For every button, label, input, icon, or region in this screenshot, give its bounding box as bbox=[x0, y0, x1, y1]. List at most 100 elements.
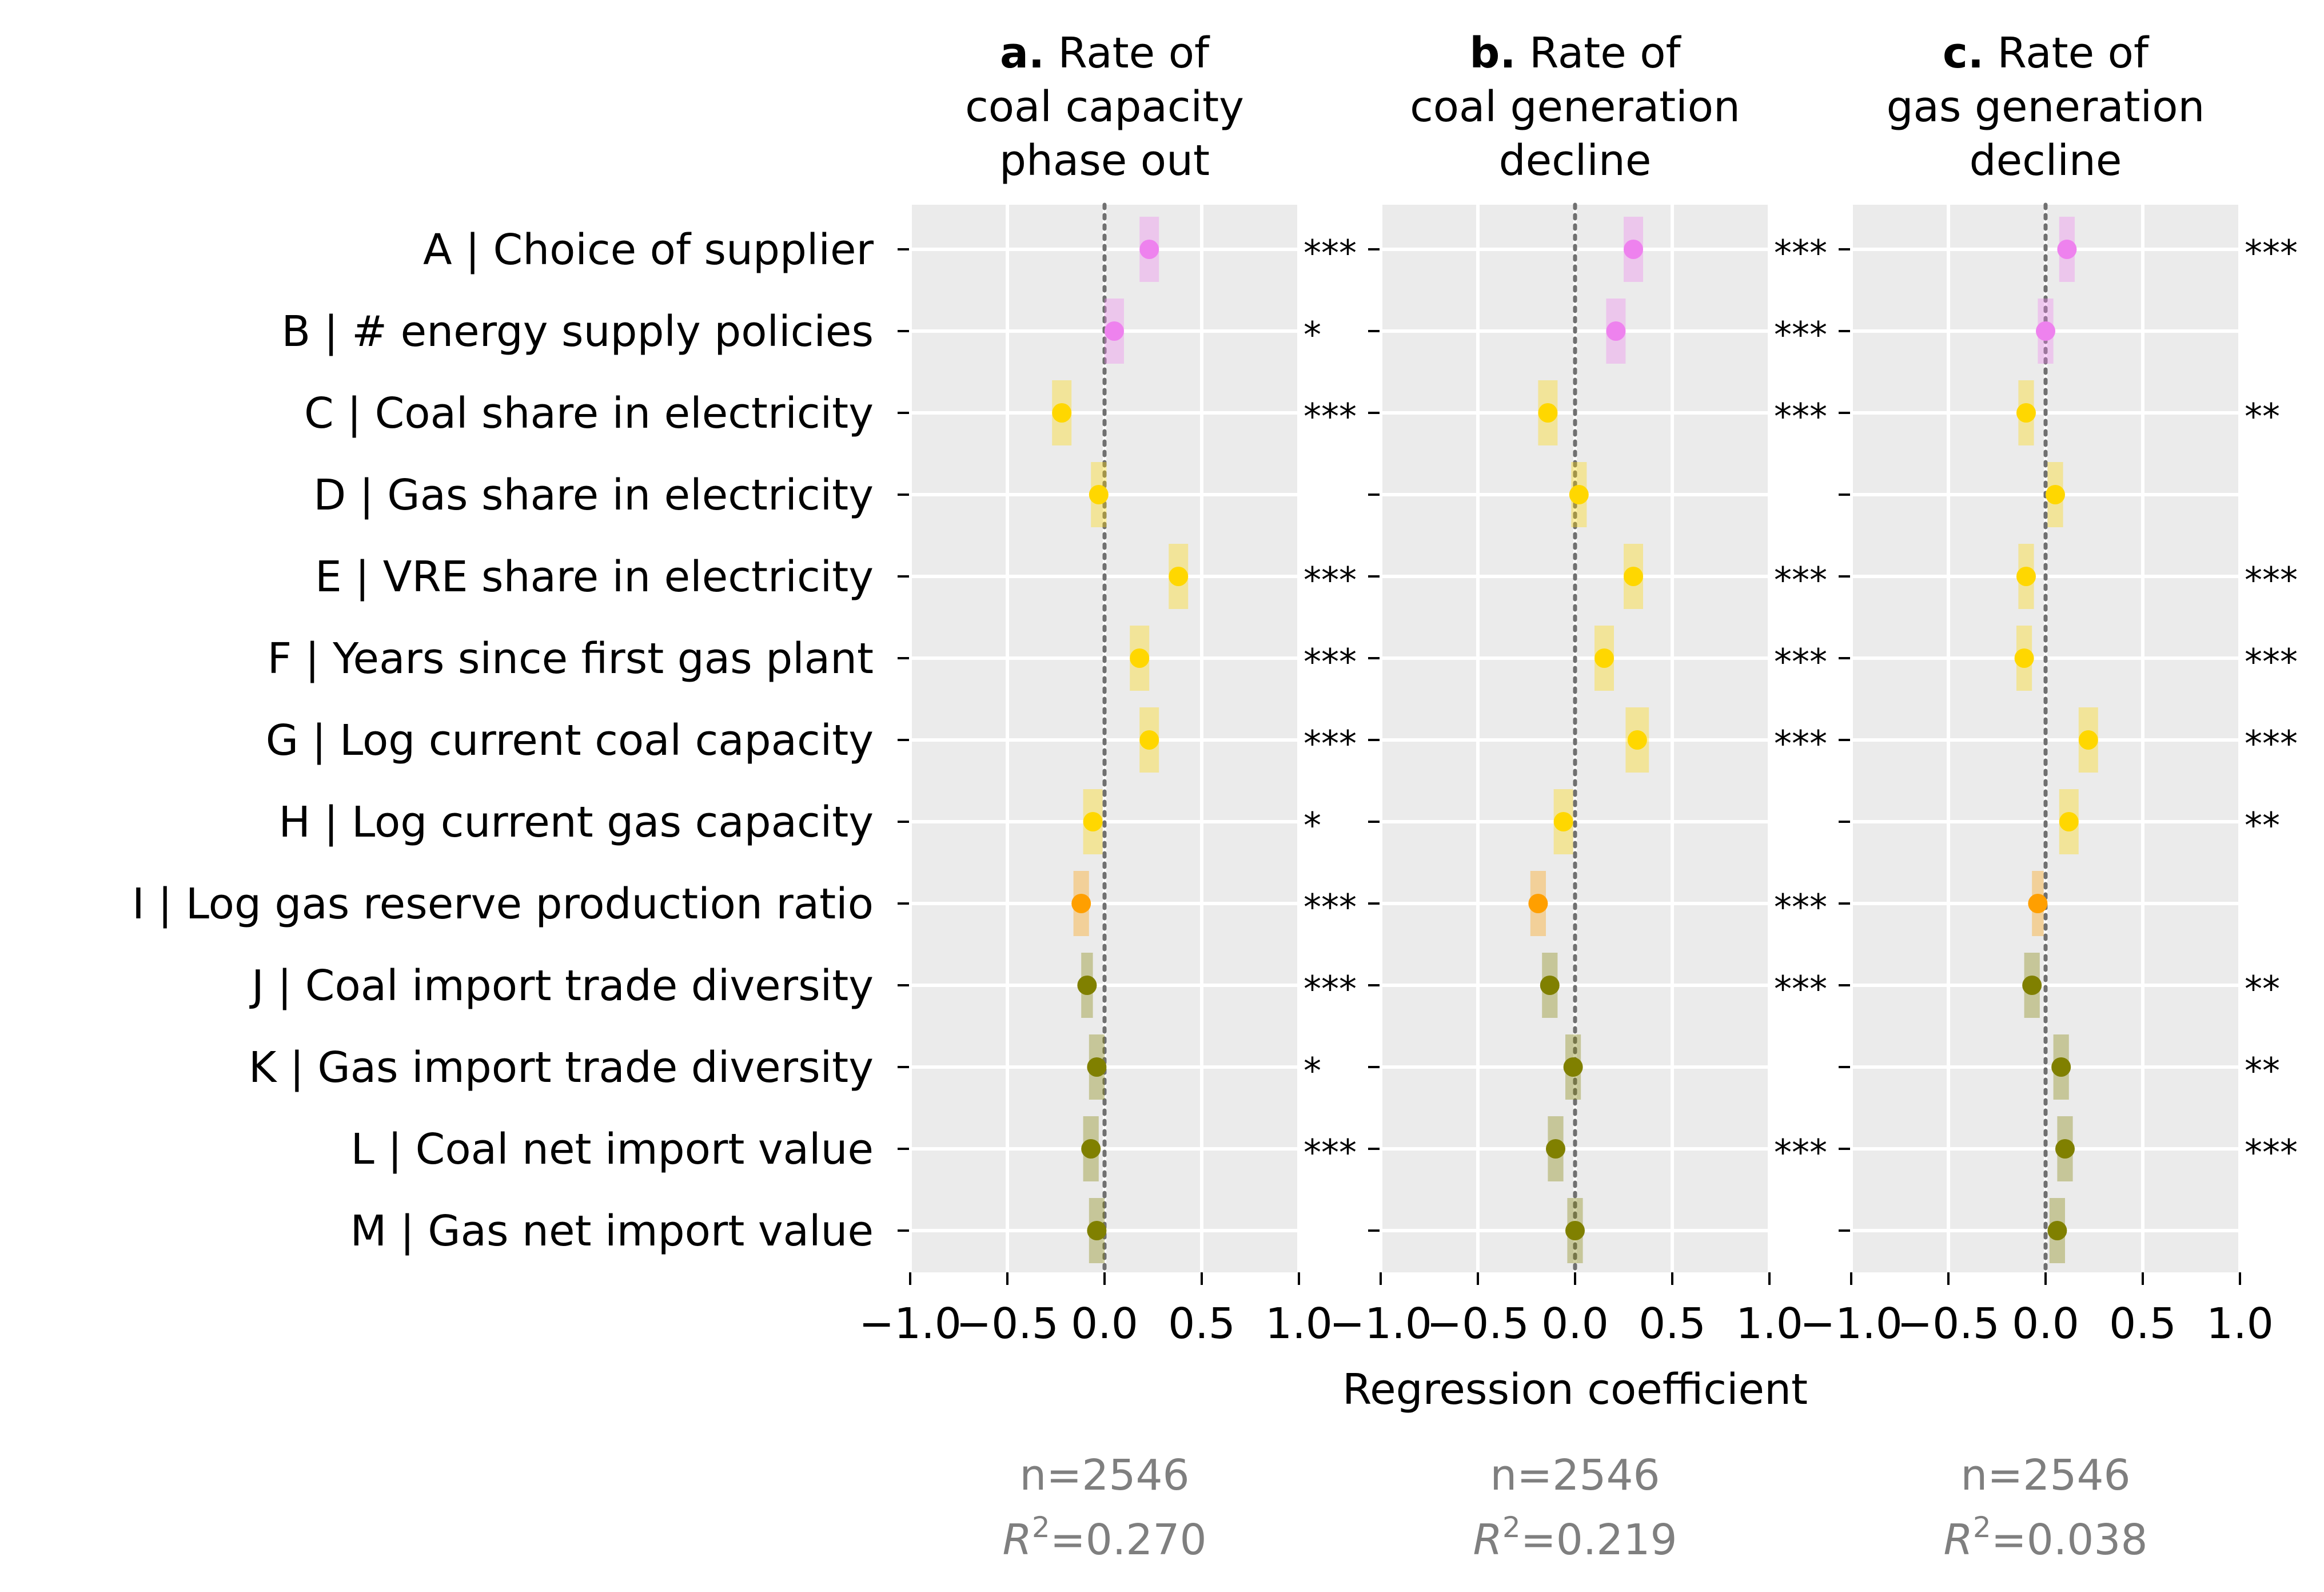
coef-point-4 bbox=[1624, 567, 1643, 586]
variable-label-m: M | Gas net import value bbox=[350, 1207, 874, 1256]
significance-6: *** bbox=[1303, 723, 1357, 765]
significance-6: *** bbox=[1774, 723, 1827, 765]
significance-8: *** bbox=[1774, 886, 1827, 928]
variable-label-a: A | Choice of supplier bbox=[423, 225, 874, 274]
coef-point-10 bbox=[1563, 1057, 1583, 1077]
coef-point-0 bbox=[2057, 240, 2077, 259]
x-axis-label: Regression coefficient bbox=[1342, 1365, 1808, 1414]
coef-point-4 bbox=[1169, 567, 1189, 586]
variable-label-e: E | VRE share in electricity bbox=[315, 552, 874, 602]
panel-n: n=2546 bbox=[1490, 1451, 1660, 1500]
x-tick-label-2: 0.0 bbox=[1071, 1299, 1138, 1348]
significance-8: *** bbox=[1303, 886, 1357, 928]
coef-point-8 bbox=[1071, 894, 1091, 913]
panel-n: n=2546 bbox=[1960, 1451, 2130, 1500]
x-tick-label-4: 1.0 bbox=[2206, 1299, 2274, 1348]
coef-point-5 bbox=[1130, 648, 1150, 668]
significance-10: * bbox=[1303, 1050, 1321, 1092]
coef-point-4 bbox=[2016, 567, 2036, 586]
panel-title: c. Rate of bbox=[1943, 29, 2150, 78]
coef-point-1 bbox=[1105, 321, 1124, 341]
x-tick-label-0: −1.0 bbox=[1329, 1299, 1432, 1348]
coef-point-3 bbox=[2046, 485, 2065, 504]
panel-title: a. Rate of bbox=[1000, 29, 1210, 78]
coef-point-6 bbox=[1139, 730, 1159, 750]
significance-2: *** bbox=[1303, 396, 1357, 437]
panel-r2: R2=0.219 bbox=[1473, 1511, 1677, 1565]
variable-label-f: F | Years since first gas plant bbox=[268, 634, 874, 683]
x-tick-label-2: 0.0 bbox=[2012, 1299, 2079, 1348]
panel-r2: R2=0.270 bbox=[1002, 1511, 1206, 1565]
variable-labels: A | Choice of supplier B | # energy suppl… bbox=[132, 225, 874, 1256]
x-tick-label-3: 0.5 bbox=[1639, 1299, 1706, 1348]
significance-1: *** bbox=[1774, 314, 1827, 356]
x-tick-label-2: 0.0 bbox=[1541, 1299, 1609, 1348]
variable-label-h: H | Log current gas capacity bbox=[278, 798, 874, 847]
coef-point-8 bbox=[2028, 894, 2048, 913]
coef-point-2 bbox=[1052, 403, 1072, 423]
variable-label-b: B | # energy supply policies bbox=[281, 307, 874, 356]
coef-point-9 bbox=[1540, 976, 1560, 995]
panel-a: −1.0−0.5 0.0 0.5 1.0***********************… bbox=[859, 29, 1357, 1565]
significance-5: *** bbox=[1774, 641, 1827, 683]
coef-point-6 bbox=[2078, 730, 2098, 750]
coef-point-12 bbox=[1087, 1221, 1107, 1240]
variable-label-l: L | Coal net import value bbox=[350, 1125, 874, 1174]
variable-label-k: K | Gas import trade diversity bbox=[249, 1043, 874, 1092]
coef-point-7 bbox=[1083, 812, 1103, 831]
significance-10: ** bbox=[2245, 1050, 2280, 1092]
coef-point-6 bbox=[1627, 730, 1647, 750]
significance-7: ** bbox=[2245, 805, 2280, 846]
coef-point-0 bbox=[1139, 240, 1159, 259]
x-tick-label-1: −0.5 bbox=[1897, 1299, 2000, 1348]
coef-point-5 bbox=[2014, 648, 2034, 668]
significance-5: *** bbox=[1303, 641, 1357, 683]
panel-title-line-2: decline bbox=[1499, 136, 1652, 185]
panel-b: −1.0−0.5 0.0 0.5 1.0 *** *** *** *** *** *** *** **… bbox=[1329, 29, 1827, 1565]
panel-title-line-2: decline bbox=[1970, 136, 2122, 185]
significance-5: *** bbox=[2245, 641, 2298, 683]
coef-point-9 bbox=[2022, 976, 2042, 995]
coef-point-1 bbox=[2036, 321, 2055, 341]
coef-point-8 bbox=[1528, 894, 1548, 913]
x-tick-label-1: −0.5 bbox=[1426, 1299, 1529, 1348]
significance-4: *** bbox=[1774, 559, 1827, 601]
coef-point-5 bbox=[1594, 648, 1614, 668]
panels-group: −1.0−0.5 0.0 0.5 1.0***********************… bbox=[859, 29, 2298, 1565]
significance-4: *** bbox=[1303, 559, 1357, 601]
variable-label-d: D | Gas share in electricity bbox=[313, 471, 874, 520]
significance-0: *** bbox=[2245, 232, 2298, 274]
x-tick-label-0: −1.0 bbox=[1800, 1299, 1903, 1348]
variable-label-c: C | Coal share in electricity bbox=[304, 389, 874, 438]
variable-label-g: G | Log current coal capacity bbox=[266, 716, 874, 765]
significance-0: *** bbox=[1303, 232, 1357, 274]
significance-9: *** bbox=[1303, 968, 1357, 1010]
panel-title-line-1: gas generation bbox=[1887, 82, 2205, 132]
coef-point-7 bbox=[2059, 812, 2079, 831]
significance-11: *** bbox=[2245, 1132, 2298, 1173]
coef-point-9 bbox=[1077, 976, 1097, 995]
coef-point-0 bbox=[1624, 240, 1643, 259]
panel-r2: R2=0.038 bbox=[1943, 1511, 2147, 1565]
coef-point-12 bbox=[1565, 1221, 1585, 1240]
coef-point-2 bbox=[2016, 403, 2036, 423]
panel-title-line-2: phase out bbox=[999, 136, 1210, 185]
coef-point-3 bbox=[1089, 485, 1109, 504]
significance-4: *** bbox=[2245, 559, 2298, 601]
coef-point-2 bbox=[1538, 403, 1558, 423]
variable-label-i: I | Log gas reserve production ratio bbox=[132, 879, 874, 929]
coef-point-10 bbox=[2051, 1057, 2071, 1077]
coef-point-7 bbox=[1553, 812, 1573, 831]
significance-2: ** bbox=[2245, 396, 2280, 437]
coef-point-3 bbox=[1569, 485, 1589, 504]
x-tick-label-1: −0.5 bbox=[956, 1299, 1059, 1348]
significance-9: ** bbox=[2245, 968, 2280, 1010]
significance-11: *** bbox=[1303, 1132, 1357, 1173]
coef-point-11 bbox=[1081, 1139, 1101, 1159]
variable-label-j: J | Coal import trade diversity bbox=[249, 961, 874, 1010]
panel-n: n=2546 bbox=[1019, 1451, 1189, 1500]
panel-title: b. Rate of bbox=[1469, 29, 1681, 78]
x-tick-label-4: 1.0 bbox=[1265, 1299, 1333, 1348]
significance-7: * bbox=[1303, 805, 1321, 846]
